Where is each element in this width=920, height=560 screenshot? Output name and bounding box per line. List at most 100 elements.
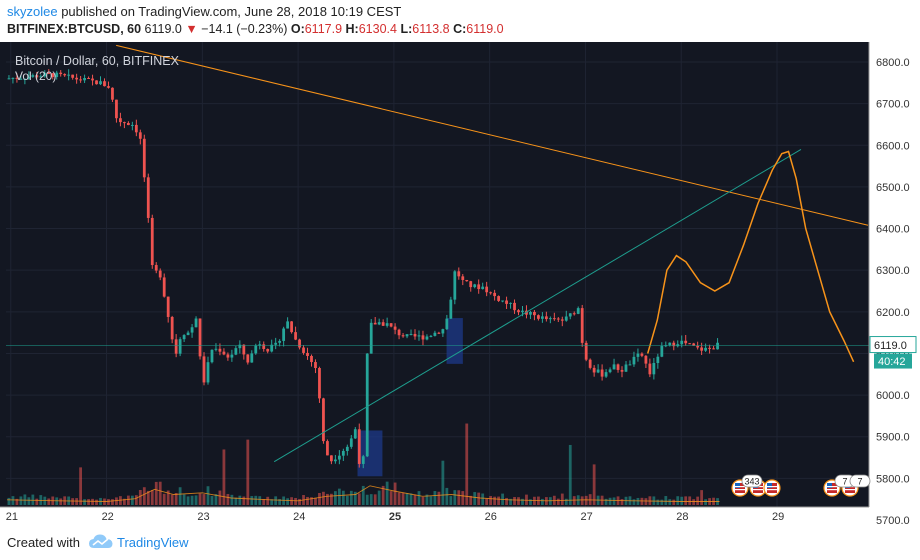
candle-body (238, 344, 242, 349)
candle-body (501, 300, 504, 302)
candle-body (517, 310, 520, 313)
candle-body (23, 78, 27, 80)
candle-body (186, 332, 190, 336)
tradingview-link[interactable]: TradingView (117, 535, 189, 550)
candle-body (142, 138, 146, 178)
volume-bar (345, 495, 349, 505)
volume-bar (385, 481, 389, 505)
candle-body (15, 77, 19, 79)
volume-bar (540, 498, 544, 505)
close-value: 6119.0 (466, 22, 504, 36)
volume-bar (612, 497, 616, 505)
volume-bar (75, 498, 79, 505)
volume-bar (481, 493, 485, 505)
volume-bar (369, 494, 373, 505)
candle-body (134, 124, 138, 133)
volume-bar (445, 487, 449, 505)
volume-bar (497, 496, 500, 505)
event-badge (741, 474, 763, 488)
volume-bar (337, 488, 341, 505)
candle-body (696, 345, 700, 348)
chart-area[interactable]: Bitcoin / Dollar, 60, BITFINEX Vol (20) … (0, 42, 920, 527)
y-tick-label: 5900.0 (876, 432, 910, 444)
volume-bar (473, 492, 477, 505)
price-chart[interactable]: Bitcoin / Dollar, 60, BITFINEX Vol (20) … (0, 42, 920, 527)
volume-bar (361, 485, 365, 505)
price-change: −14.1 (−0.23%) (201, 22, 288, 36)
volume-bar (469, 495, 473, 505)
candle-body (202, 356, 206, 383)
volume-bar (529, 499, 532, 505)
candle-body (489, 292, 493, 294)
volume-bar (604, 498, 608, 505)
candle-body (333, 459, 337, 462)
candle-body (146, 177, 150, 218)
candle-body (628, 364, 632, 366)
flag-stripe (827, 489, 837, 491)
volume-bar (421, 496, 425, 505)
candle-body (79, 79, 82, 81)
countdown-tag (874, 353, 912, 369)
candle-body (270, 344, 274, 352)
volume-bar (330, 493, 333, 505)
candle-body (119, 118, 122, 123)
candle-body (668, 342, 672, 346)
candle-body (409, 333, 413, 335)
y-tick-label: 6500.0 (876, 182, 910, 194)
volume-bar (258, 496, 262, 505)
volume-bar (433, 491, 437, 505)
volume-bar (636, 497, 640, 505)
flag-stripe (767, 489, 777, 491)
y-tick-label: 6400.0 (876, 224, 910, 236)
flag-stripe (753, 489, 763, 491)
candle-body (417, 335, 421, 337)
high-label: H: (345, 22, 359, 36)
candle-body (425, 336, 429, 340)
volume-bar (115, 497, 118, 505)
volume-bar (505, 497, 508, 505)
candle-body (373, 322, 377, 325)
volume-bar (513, 497, 516, 505)
volume-bar (59, 498, 63, 505)
flag-stripe (735, 486, 745, 488)
y-tick-label: 6700.0 (876, 99, 910, 111)
candle-body (473, 284, 477, 288)
candle-body (298, 339, 301, 348)
candle-body (75, 77, 79, 80)
candle-body (401, 335, 405, 337)
flag-icon (763, 479, 781, 497)
open-value: 6117.9 (304, 22, 343, 36)
candle-body (250, 353, 254, 363)
candle-body (437, 332, 441, 334)
candle-body (616, 364, 620, 370)
x-tick-label: 27 (580, 511, 592, 523)
low-value: 6113.8 (412, 22, 450, 36)
volume-bar (409, 493, 413, 505)
footer: Created with TradingView (0, 526, 920, 560)
author-link[interactable]: skyzolee (7, 4, 58, 19)
candle-body (548, 318, 552, 320)
candle-body (95, 80, 98, 85)
flag-canton (827, 483, 832, 488)
volume-bar (441, 460, 445, 505)
candle-body (469, 281, 473, 288)
candle-body (258, 344, 262, 346)
candle-body (684, 340, 688, 344)
candle-body (170, 316, 174, 340)
volume-bar (660, 499, 664, 505)
flag-stripe (827, 486, 837, 488)
candle-body (83, 78, 86, 81)
candle-body (608, 369, 612, 373)
candle-body (222, 351, 226, 355)
highlight-box (446, 318, 463, 364)
volume-bar (146, 490, 150, 505)
tradingview-cloud-icon[interactable] (88, 533, 114, 551)
candle-body (266, 349, 270, 352)
candle-body (349, 438, 353, 447)
candle-body (51, 73, 55, 78)
candle-body (704, 347, 708, 351)
volume-bar (234, 497, 238, 505)
candle-body (11, 77, 15, 79)
candle-body (572, 313, 576, 315)
candle-body (556, 318, 560, 320)
